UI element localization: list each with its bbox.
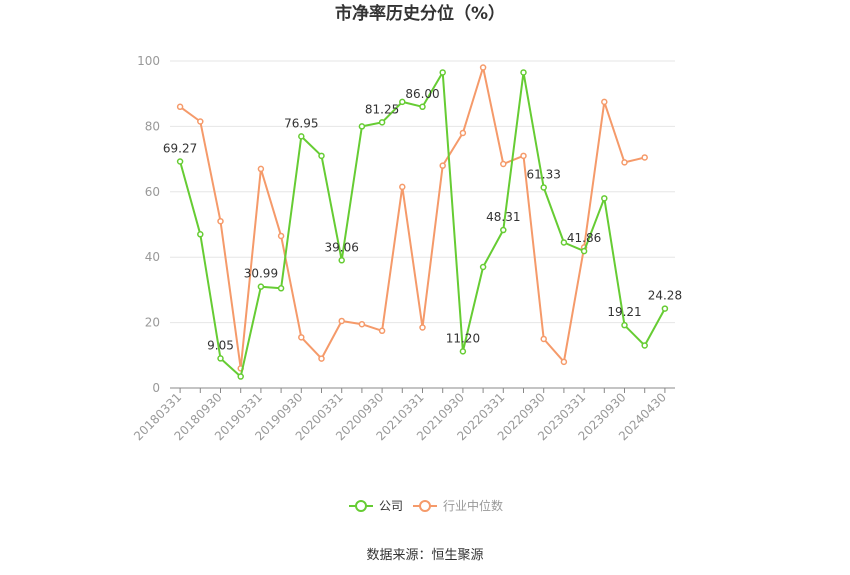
data-point-company: [661, 305, 669, 312]
data-point-company: [217, 355, 224, 362]
data-label: 30.99: [244, 267, 278, 281]
data-point-industry-median: [197, 118, 204, 125]
data-point-company: [358, 123, 366, 130]
data-point-company: [419, 103, 426, 111]
legend-label-company: 公司: [379, 499, 403, 513]
data-label: 11.20: [446, 331, 480, 345]
data-point-company: [439, 69, 446, 76]
data-label: 69.27: [163, 141, 197, 155]
data-point-industry-median: [338, 317, 345, 325]
data-point-industry-median: [298, 334, 305, 341]
series-line-industry-median: [179, 66, 645, 370]
data-point-industry-median: [358, 320, 366, 328]
data-point-industry-median: [520, 152, 527, 160]
data-point-industry-median: [399, 183, 406, 191]
legend-item-industry[interactable]: 行业中位数: [413, 498, 503, 513]
grid: [170, 60, 675, 324]
y-tick-label: 80: [145, 119, 160, 133]
data-point-company: [378, 119, 386, 126]
data-point-company: [580, 247, 588, 255]
data-point-company: [176, 158, 184, 165]
data-point-company: [621, 321, 628, 329]
data-point-company: [459, 348, 467, 355]
series-layer: [176, 64, 669, 380]
data-point-company: [277, 285, 285, 292]
data-point-company: [560, 239, 568, 246]
data-point-industry-median: [459, 129, 467, 137]
data-point-company: [338, 257, 345, 264]
data-point-company: [237, 373, 244, 380]
data-point-company: [479, 263, 487, 271]
data-label: 24.28: [648, 289, 682, 303]
data-point-industry-median: [621, 159, 628, 166]
data-point-company: [197, 231, 204, 238]
data-point-company: [601, 195, 608, 202]
data-point-company: [540, 184, 547, 191]
data-point-industry-median: [439, 162, 446, 169]
data-label: 81.25: [365, 102, 399, 116]
data-point-industry-median: [479, 64, 487, 71]
data-point-company: [257, 283, 265, 290]
data-point-industry-median: [601, 98, 608, 106]
data-label: 48.31: [486, 210, 520, 224]
y-tick-label: 100: [137, 54, 160, 68]
y-tick-label: 20: [145, 316, 160, 330]
chart-title: 市净率历史分位（%）: [335, 3, 505, 24]
y-tick-label: 60: [145, 185, 160, 199]
data-point-company: [520, 69, 527, 76]
data-point-industry-median: [641, 154, 648, 161]
data-label: 19.21: [607, 305, 641, 319]
source-note: 数据来源：恒生聚源: [366, 548, 483, 563]
data-point-company: [399, 98, 406, 106]
data-point-industry-median: [500, 160, 507, 168]
data-point-industry-median: [419, 324, 426, 331]
data-point-industry-median: [217, 217, 224, 225]
data-labels: 69.27 9.05 30.99 76.95 39.06 81.25 86.00 11.20 4…: [163, 87, 682, 353]
data-label: 41.86: [567, 231, 601, 245]
y-tick-label: 0: [152, 381, 160, 395]
legend-marker-industry: [419, 500, 431, 512]
legend[interactable]: 公司 行业中位数: [349, 498, 503, 513]
data-point-industry-median: [540, 335, 547, 343]
data-point-industry-median: [277, 232, 285, 240]
data-point-company: [318, 152, 325, 160]
data-label: 39.06: [325, 240, 359, 254]
data-point-industry-median: [257, 165, 265, 173]
data-point-industry-median: [378, 327, 386, 335]
data-point-industry-median: [560, 358, 568, 366]
series-line-company: [179, 71, 666, 378]
data-label: 9.05: [207, 338, 234, 352]
data-label: 76.95: [284, 116, 318, 130]
data-point-industry-median: [176, 103, 184, 111]
legend-label-industry: 行业中位数: [443, 498, 503, 513]
data-point-industry-median: [318, 355, 325, 362]
data-label: 61.33: [527, 167, 561, 181]
y-tick-label: 40: [145, 250, 160, 264]
data-label: 86.00: [405, 87, 439, 101]
data-point-company: [500, 226, 507, 234]
data-point-company: [298, 133, 305, 140]
data-point-company: [641, 342, 648, 349]
legend-marker-company: [355, 500, 367, 512]
axes: 0204060801002018033120180930201903312019…: [131, 54, 675, 443]
legend-item-company[interactable]: 公司: [349, 499, 403, 513]
